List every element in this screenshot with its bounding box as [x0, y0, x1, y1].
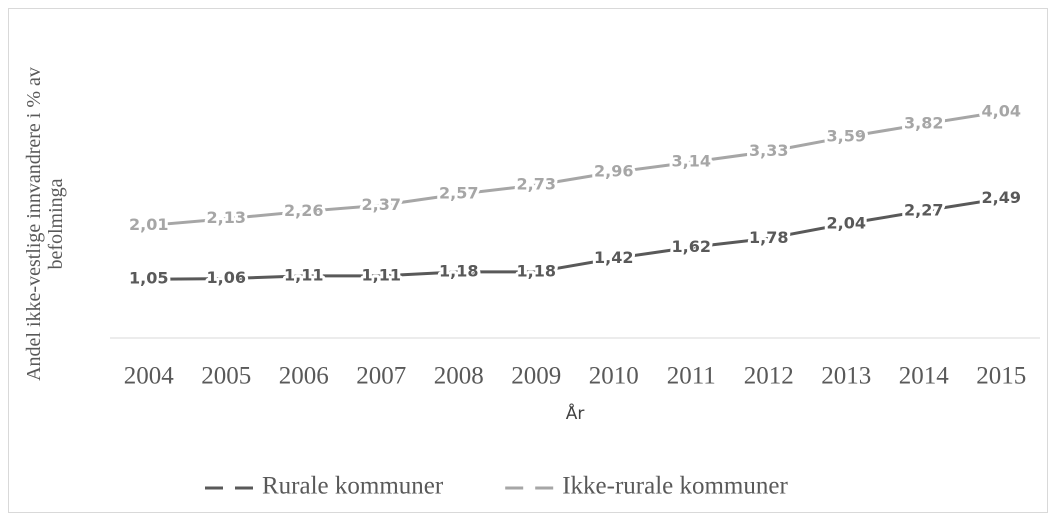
data-label: 2,49 [982, 188, 1021, 207]
data-label: 3,59 [827, 126, 866, 145]
data-label: 2,13 [207, 208, 246, 227]
data-label: 1,06 [207, 268, 246, 287]
data-label: 1,11 [362, 265, 401, 284]
data-label: 1,42 [594, 248, 633, 267]
x-tick-label: 2006 [279, 363, 329, 390]
data-label: 2,27 [904, 200, 943, 219]
x-tick-label: 2009 [511, 363, 561, 390]
data-label: 2,04 [827, 213, 866, 232]
data-label: 1,05 [129, 269, 168, 288]
data-label: 2,73 [517, 175, 556, 194]
data-label: 4,04 [982, 101, 1021, 120]
x-tick-label: 2011 [667, 363, 716, 390]
x-tick-label: 2012 [744, 363, 794, 390]
x-tick-label: 2015 [976, 363, 1026, 390]
data-label: 3,82 [904, 114, 943, 133]
x-tick-label: 2014 [899, 363, 950, 390]
data-label: 2,01 [129, 215, 168, 234]
data-label: 3,14 [672, 152, 711, 171]
data-label: 2,26 [284, 201, 323, 220]
x-tick-label: 2010 [589, 363, 639, 390]
data-label: 1,11 [284, 265, 323, 284]
data-label: 2,37 [362, 195, 401, 214]
data-label: 2,96 [594, 162, 633, 181]
legend-label: Ikke-rurale kommuner [562, 473, 788, 500]
x-tick-label: 2013 [821, 363, 871, 390]
data-label: 1,18 [439, 261, 478, 280]
series-line [148, 110, 1002, 227]
data-label: 1,62 [672, 237, 711, 256]
data-label: 1,78 [749, 228, 788, 247]
x-tick-label: 2004 [124, 363, 175, 390]
y-axis-title: Andel ikke-vestlige innvandrere i % av b… [23, 67, 67, 381]
series-line [148, 197, 1002, 281]
data-label: 1,18 [517, 261, 556, 280]
data-label: 2,57 [439, 184, 478, 203]
x-tick-label: 2007 [356, 363, 406, 390]
chart-border [8, 8, 1048, 513]
legend-label: Rurale kommuner [262, 473, 444, 500]
data-label: 3,33 [749, 141, 788, 160]
x-axis-title: År [566, 402, 585, 424]
x-tick-label: 2005 [201, 363, 251, 390]
x-tick-label: 2008 [434, 363, 484, 390]
